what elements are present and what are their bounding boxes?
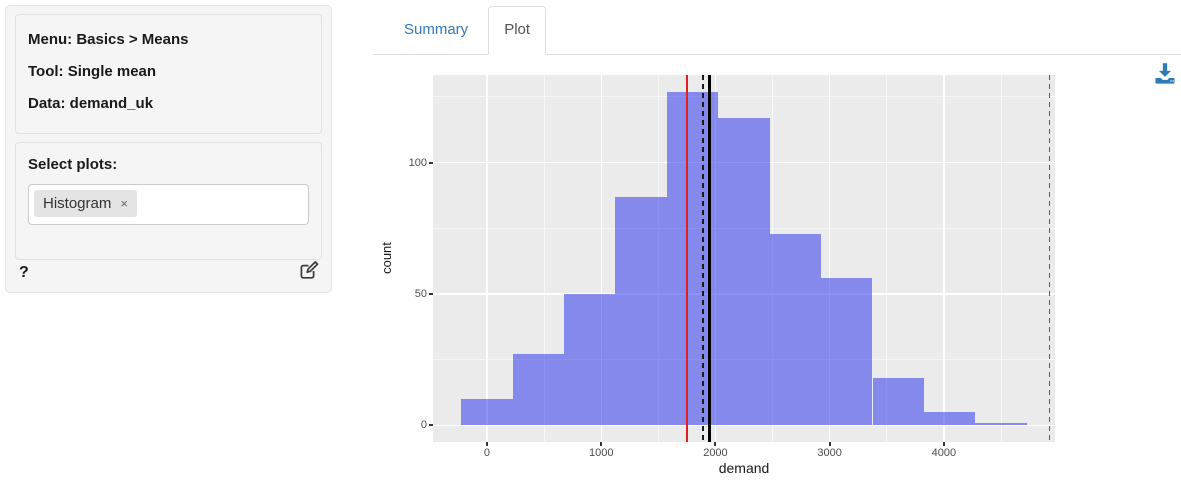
tab-summary-label: Summary <box>404 21 469 38</box>
x-minor-gridline <box>543 75 545 442</box>
x-major-gridline <box>828 75 831 442</box>
sample-mean-line <box>708 75 712 442</box>
select-plots-label: Select plots: <box>28 156 118 173</box>
tab-bar: Summary Plot <box>373 6 1181 55</box>
select-plots-box: Select plots: Histogram × <box>15 142 322 260</box>
x-axis-tick <box>485 442 488 446</box>
x-major-gridline <box>943 75 945 442</box>
upper-bound-dashed-line <box>1048 75 1051 442</box>
x-major-gridline <box>486 75 488 442</box>
tool-info-box: Menu: Basics > Means Tool: Single mean D… <box>15 14 322 134</box>
histogram-bar <box>512 354 565 426</box>
x-minor-gridline <box>1000 75 1002 442</box>
x-axis-tick <box>828 442 831 446</box>
y-axis-tick-label: 0 <box>420 419 427 432</box>
download-plot-button[interactable] <box>1152 60 1178 86</box>
select-plots-input[interactable]: Histogram × <box>28 184 309 225</box>
histogram-bar <box>718 117 770 426</box>
y-axis-tick <box>429 424 433 427</box>
histogram-bar <box>821 278 873 426</box>
x-axis-tick-label: 3000 <box>817 447 842 459</box>
tab-plot[interactable]: Plot <box>488 6 547 55</box>
tab-plot-label: Plot <box>504 21 531 38</box>
comparison-value-line <box>685 75 688 442</box>
selected-plot-chip: Histogram × <box>34 190 137 217</box>
y-minor-gridline <box>433 96 1055 98</box>
histogram-bar <box>461 399 513 426</box>
x-axis-tick <box>942 442 945 446</box>
x-axis-title: demand <box>718 460 770 476</box>
x-axis-tick-label: 0 <box>483 447 491 459</box>
tab-summary[interactable]: Summary <box>388 6 484 55</box>
edit-icon[interactable] <box>299 260 319 285</box>
x-axis-tick <box>600 442 603 446</box>
histogram-bar <box>872 378 924 426</box>
plot-panel <box>433 75 1055 442</box>
y-axis-tick-label: 50 <box>414 287 427 300</box>
selected-plot-label: Histogram <box>43 195 112 212</box>
y-axis-tick-label: 100 <box>408 156 427 169</box>
sidebar-footer: ? <box>19 260 319 285</box>
histogram-bar <box>923 412 976 426</box>
help-button[interactable]: ? <box>19 263 29 281</box>
tool-line: Tool: Single mean <box>28 63 157 80</box>
x-major-gridline <box>600 75 602 442</box>
histogram-bar <box>769 233 822 426</box>
x-axis-tick-label: 2000 <box>703 447 728 459</box>
x-axis-tick <box>714 442 717 446</box>
y-axis-tick <box>429 292 433 295</box>
histogram-bar <box>615 196 667 426</box>
histogram-bar <box>564 293 616 426</box>
y-axis-tick <box>429 161 433 164</box>
menu-line: Menu: Basics > Means <box>28 31 189 48</box>
remove-chip-button[interactable]: × <box>120 196 128 211</box>
y-major-gridline <box>433 424 1055 426</box>
ci-dashed-line <box>702 75 704 442</box>
download-icon <box>1152 63 1178 90</box>
sidebar: Menu: Basics > Means Tool: Single mean D… <box>5 5 332 293</box>
x-minor-gridline <box>886 75 888 442</box>
plot-area: count demand 0 1000 2000 3000 4000 0 50 100 <box>373 56 1121 486</box>
histogram-bar <box>975 422 1027 426</box>
data-line: Data: demand_uk <box>28 95 154 112</box>
x-axis-tick-label: 1000 <box>588 447 614 459</box>
x-axis-tick-label: 4000 <box>931 447 957 459</box>
